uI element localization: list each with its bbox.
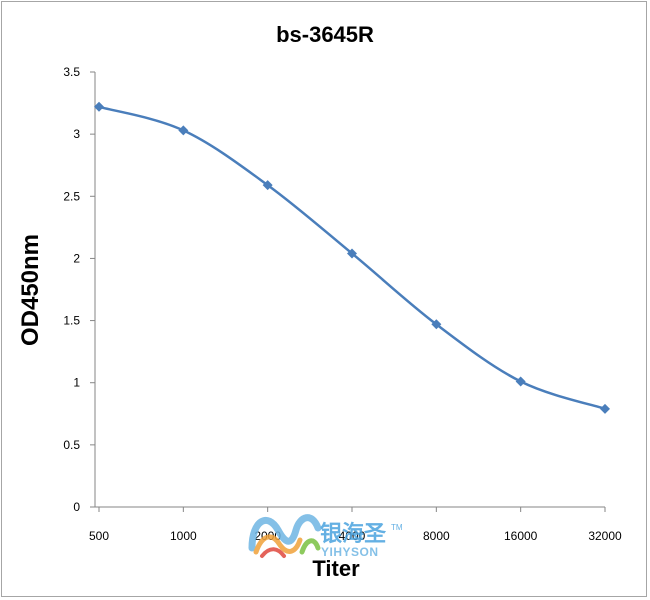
y-axis-title: OD450nm bbox=[17, 234, 44, 346]
y-tick-label: 2.5 bbox=[63, 189, 80, 203]
x-axis-title: Titer bbox=[312, 556, 360, 581]
y-tick-label: 2 bbox=[73, 251, 80, 265]
y-tick-label: 1.5 bbox=[63, 314, 80, 328]
x-tick-label: 8000 bbox=[423, 529, 450, 543]
series-layer bbox=[94, 101, 610, 414]
data-point-marker bbox=[178, 125, 189, 136]
y-tick-label: 1 bbox=[73, 376, 80, 390]
watermark-brand-cn: 银海圣 bbox=[320, 521, 387, 546]
data-point-marker bbox=[94, 101, 104, 112]
data-point-marker bbox=[347, 248, 357, 259]
data-point-marker bbox=[431, 319, 442, 330]
x-tick-label: 1000 bbox=[170, 529, 197, 543]
x-tick-label: 32000 bbox=[588, 529, 622, 543]
x-tick-label: 16000 bbox=[504, 529, 538, 543]
y-tick-label: 0.5 bbox=[63, 438, 80, 452]
watermark-brand-en: YIHYSON bbox=[321, 545, 379, 559]
y-tick-label: 0 bbox=[73, 500, 80, 514]
watermark-trademark: TM bbox=[391, 523, 403, 532]
y-tick-label: 3.5 bbox=[63, 65, 80, 79]
chart-title: bs-3645R bbox=[276, 22, 374, 47]
watermark-logo: 银海圣 TM YIHYSON bbox=[248, 514, 403, 559]
data-point-marker bbox=[262, 180, 273, 191]
data-point-marker bbox=[600, 403, 610, 414]
y-tick-label: 3 bbox=[73, 127, 80, 141]
x-tick-label: 4000 bbox=[339, 529, 366, 543]
data-point-marker bbox=[515, 376, 526, 387]
y-axis: 0 0.5 1 1.5 2 2.5 3 3.5 bbox=[63, 65, 96, 514]
yihyson-logo-icon bbox=[248, 514, 322, 558]
x-tick-label: 500 bbox=[89, 529, 109, 543]
